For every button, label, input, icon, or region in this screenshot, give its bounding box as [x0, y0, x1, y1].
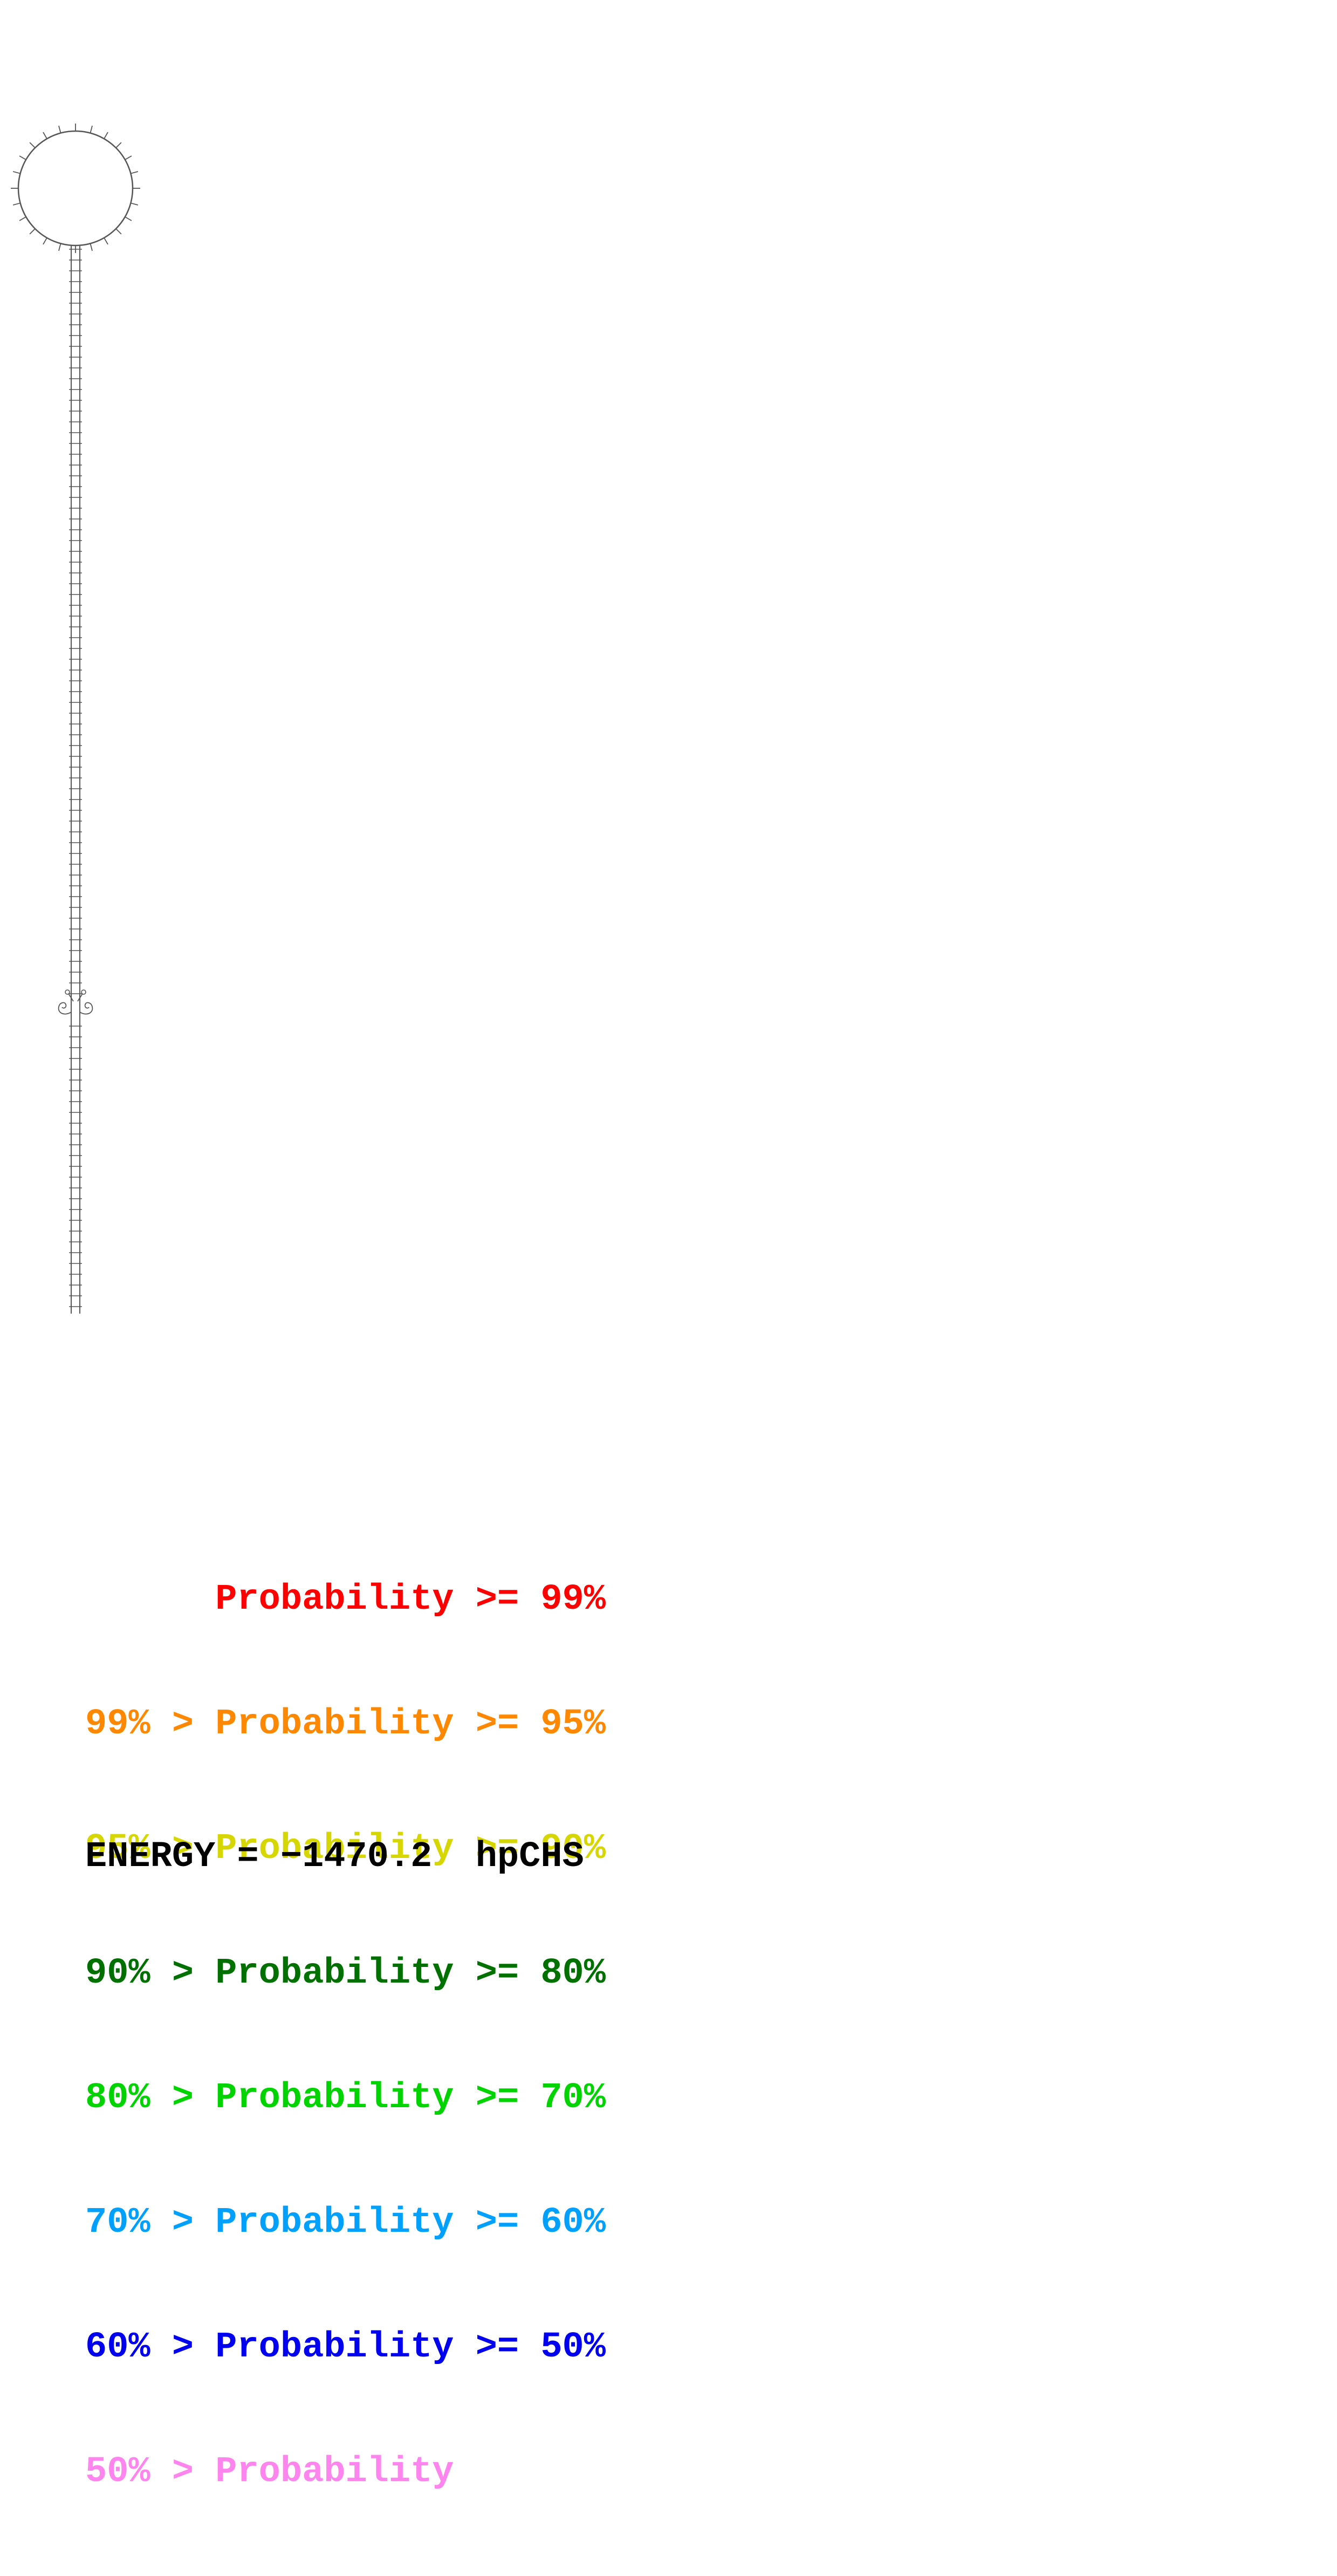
energy-label: ENERGY = −1470.2 hpCHS — [85, 1836, 584, 1877]
interior-loop-ornament — [58, 989, 93, 1015]
legend-item-95: 99% > Probability >= 95% — [85, 1704, 606, 1745]
rna-structure-page: Probability >= 99% 99% > Probability >= … — [11, 124, 606, 2492]
legend-item-80: 90% > Probability >= 80% — [85, 1953, 606, 1994]
legend-item-below-50: 50% > Probability — [85, 2451, 454, 2492]
helix-stem — [69, 246, 82, 1314]
rna-structure-plot — [11, 124, 140, 1314]
legend-item-60: 70% > Probability >= 60% — [85, 2202, 606, 2243]
legend-item-50: 60% > Probability >= 50% — [85, 2327, 606, 2368]
legend-item-90: 95% > Probability >= 90% — [85, 1828, 606, 1869]
probability-legend: Probability >= 99% 99% > Probability >= … — [85, 1496, 606, 2576]
legend-item-99: Probability >= 99% — [85, 1579, 606, 1620]
hairpin-loop — [11, 124, 140, 253]
legend-item-70: 80% > Probability >= 70% — [85, 2078, 606, 2119]
